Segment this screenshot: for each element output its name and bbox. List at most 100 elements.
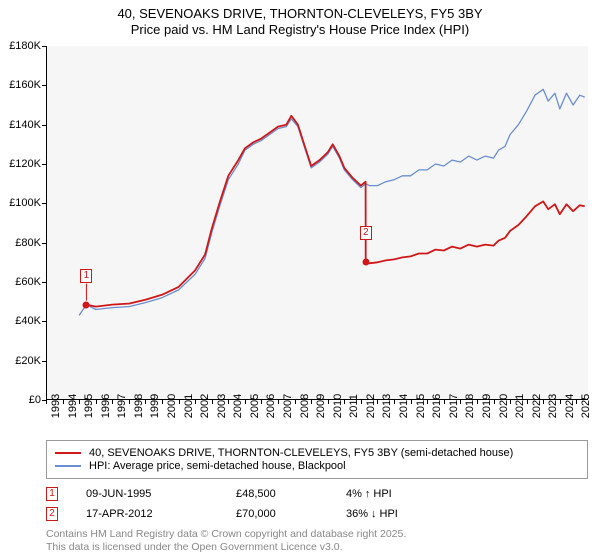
x-axis-tick-label: 2023: [547, 394, 559, 418]
x-axis-tick-mark: [129, 400, 130, 404]
legend-item-hpi: HPI: Average price, semi-detached house,…: [55, 460, 579, 472]
x-axis-tick-mark: [477, 400, 478, 404]
y-axis-tick-label: £160K: [0, 79, 41, 91]
arrow-down-icon: ↓: [371, 508, 377, 520]
y-axis-tick-label: £140K: [0, 119, 41, 131]
y-axis-tick-mark: [42, 164, 46, 165]
y-axis-tick-mark: [42, 282, 46, 283]
series-price: [86, 116, 584, 307]
x-axis-tick-mark: [361, 400, 362, 404]
x-axis-tick-label: 2025: [580, 394, 592, 418]
event-marker-box: 1: [46, 487, 58, 501]
x-axis-tick-label: 2020: [498, 394, 510, 418]
x-axis-tick-label: 2016: [431, 394, 443, 418]
footer-attribution: Contains HM Land Registry data © Crown c…: [46, 528, 588, 555]
x-axis-tick-label: 2001: [183, 394, 195, 418]
x-axis-tick-mark: [63, 400, 64, 404]
chart-area: £0£20K£40K£60K£80K£100K£120K£140K£160K£1…: [46, 46, 588, 400]
x-axis-tick-mark: [261, 400, 262, 404]
x-axis-tick-label: 2024: [564, 394, 576, 418]
legend-swatch-hpi: [55, 465, 81, 466]
y-axis-tick-mark: [42, 203, 46, 204]
x-axis-tick-label: 2015: [415, 394, 427, 418]
price-events-table: 1 09-JUN-1995£48,5004%↑HPI 2 17-APR-2012£70…: [46, 484, 588, 524]
x-axis-tick-label: 1998: [133, 394, 145, 418]
x-axis-tick-mark: [46, 400, 47, 404]
x-axis-tick-label: 2018: [464, 394, 476, 418]
x-axis-tick-mark: [543, 400, 544, 404]
footer-line-2: This data is licensed under the Open Gov…: [46, 541, 588, 554]
legend-item-price: 40, SEVENOAKS DRIVE, THORNTON-CLEVELEYS,…: [55, 447, 579, 459]
x-axis-tick-label: 2021: [514, 394, 526, 418]
event-date: 17-APR-2012: [86, 508, 236, 520]
x-axis-tick-mark: [494, 400, 495, 404]
x-axis-tick-label: 2004: [232, 394, 244, 418]
x-axis-tick-mark: [411, 400, 412, 404]
y-axis-tick-label: £40K: [0, 315, 41, 327]
x-axis-tick-mark: [527, 400, 528, 404]
y-axis-tick-label: £100K: [0, 197, 41, 209]
event-marker-box: 1: [80, 269, 92, 283]
x-axis-tick-label: 1994: [67, 394, 79, 418]
x-axis-tick-label: 2019: [481, 394, 493, 418]
x-axis-tick-label: 2011: [348, 394, 360, 418]
x-axis-tick-mark: [427, 400, 428, 404]
x-axis-tick-mark: [510, 400, 511, 404]
footer-line-1: Contains HM Land Registry data © Crown c…: [46, 528, 588, 541]
x-axis-tick-label: 2006: [265, 394, 277, 418]
event-date: 09-JUN-1995: [86, 488, 236, 500]
event-price: £48,500: [236, 488, 346, 500]
y-axis-tick-mark: [42, 321, 46, 322]
x-axis-tick-label: 2022: [531, 394, 543, 418]
event-pct-change: 4%↑HPI: [346, 488, 416, 500]
x-axis-tick-mark: [560, 400, 561, 404]
x-axis-tick-mark: [344, 400, 345, 404]
x-axis-tick-label: 2002: [199, 394, 211, 418]
legend-box: 40, SEVENOAKS DRIVE, THORNTON-CLEVELEYS,…: [46, 440, 588, 479]
y-axis-tick-mark: [42, 125, 46, 126]
x-axis-tick-mark: [576, 400, 577, 404]
x-axis-tick-label: 2017: [448, 394, 460, 418]
price-event-row: 1 09-JUN-1995£48,5004%↑HPI: [46, 484, 588, 504]
x-axis-tick-mark: [162, 400, 163, 404]
price-event-row: 217-APR-2012£70,00036%↓HPI: [46, 504, 588, 524]
x-axis-tick-mark: [278, 400, 279, 404]
legend-label-price: 40, SEVENOAKS DRIVE, THORNTON-CLEVELEYS,…: [89, 447, 513, 459]
x-axis-tick-mark: [195, 400, 196, 404]
x-axis-tick-mark: [112, 400, 113, 404]
event-marker-dot: [83, 301, 90, 308]
x-axis-tick-label: 2010: [332, 394, 344, 418]
x-axis-tick-mark: [179, 400, 180, 404]
series-hpi: [79, 89, 585, 315]
x-axis-tick-label: 2014: [398, 394, 410, 418]
y-axis-tick-label: £120K: [0, 158, 41, 170]
x-axis-tick-mark: [328, 400, 329, 404]
x-axis-tick-label: 2009: [315, 394, 327, 418]
chart-lines: [46, 46, 588, 400]
y-axis-tick-mark: [42, 46, 46, 47]
event-price: £70,000: [236, 508, 346, 520]
x-axis-tick-mark: [245, 400, 246, 404]
x-axis-tick-mark: [145, 400, 146, 404]
x-axis-tick-label: 2008: [299, 394, 311, 418]
x-axis-tick-mark: [311, 400, 312, 404]
x-axis-tick-label: 1995: [83, 394, 95, 418]
y-axis-tick-label: £20K: [0, 355, 41, 367]
x-axis-tick-label: 1999: [149, 394, 161, 418]
x-axis-tick-label: 1997: [116, 394, 128, 418]
x-axis-tick-mark: [96, 400, 97, 404]
x-axis-tick-label: 1996: [100, 394, 112, 418]
chart-title: 40, SEVENOAKS DRIVE, THORNTON-CLEVELEYS,…: [0, 0, 600, 37]
x-axis-tick-label: 2012: [365, 394, 377, 418]
event-marker-box: 2: [360, 226, 372, 240]
x-axis-tick-mark: [460, 400, 461, 404]
event-marker-box: 2: [46, 507, 58, 521]
x-axis-tick-mark: [212, 400, 213, 404]
title-line-2: Price paid vs. HM Land Registry's House …: [0, 22, 600, 37]
x-axis-tick-label: 2000: [166, 394, 178, 418]
arrow-up-icon: ↑: [365, 488, 371, 500]
x-axis-tick-label: 2013: [381, 394, 393, 418]
x-axis-tick-mark: [228, 400, 229, 404]
y-axis-tick-label: £80K: [0, 237, 41, 249]
legend-label-hpi: HPI: Average price, semi-detached house,…: [89, 460, 346, 472]
